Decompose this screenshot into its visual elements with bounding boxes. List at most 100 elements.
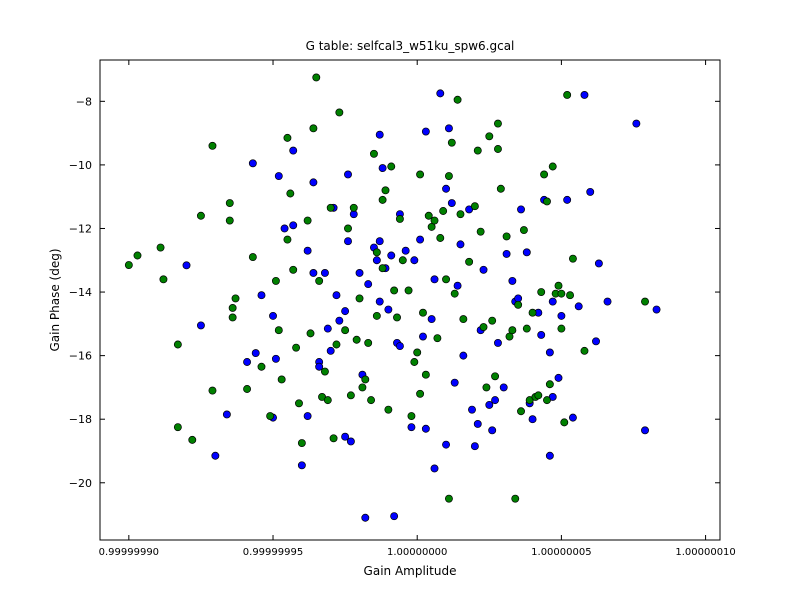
data-point bbox=[315, 276, 324, 285]
data-point bbox=[297, 439, 306, 447]
data-point bbox=[442, 440, 450, 449]
data-point bbox=[580, 91, 589, 99]
plot-frame bbox=[99, 59, 721, 541]
data-point bbox=[482, 383, 491, 392]
data-point bbox=[540, 170, 549, 179]
data-point bbox=[225, 216, 234, 225]
y-tick-label: −16 bbox=[69, 350, 92, 363]
data-point bbox=[410, 358, 419, 366]
data-point bbox=[344, 170, 352, 179]
y-axis-label: Gain Phase (deg) bbox=[48, 248, 62, 351]
data-point bbox=[496, 184, 505, 193]
data-point bbox=[346, 391, 355, 400]
data-point bbox=[456, 210, 465, 219]
data-point bbox=[522, 248, 531, 257]
y-tick-label: −10 bbox=[69, 159, 92, 172]
data-point bbox=[450, 289, 459, 298]
data-point bbox=[274, 172, 283, 180]
data-point bbox=[545, 451, 554, 460]
data-point bbox=[289, 265, 298, 274]
data-point bbox=[303, 246, 312, 255]
data-point bbox=[522, 324, 531, 333]
data-point bbox=[355, 294, 364, 303]
data-point bbox=[537, 288, 546, 296]
data-point bbox=[519, 226, 528, 235]
data-point bbox=[508, 276, 517, 285]
data-point bbox=[410, 256, 419, 265]
data-point bbox=[545, 380, 554, 389]
data-point bbox=[557, 311, 566, 320]
data-point bbox=[349, 203, 358, 212]
data-point bbox=[424, 211, 433, 220]
data-point bbox=[459, 351, 468, 360]
data-point bbox=[395, 342, 404, 351]
data-point bbox=[257, 291, 266, 300]
data-point bbox=[323, 396, 332, 405]
data-point bbox=[436, 89, 445, 98]
data-point bbox=[502, 232, 511, 241]
data-point bbox=[468, 405, 476, 414]
data-point bbox=[517, 205, 525, 214]
data-point bbox=[537, 331, 546, 339]
data-point bbox=[173, 423, 182, 432]
data-point bbox=[326, 346, 335, 355]
data-point bbox=[332, 291, 341, 300]
data-point bbox=[361, 375, 370, 384]
data-point bbox=[568, 254, 577, 263]
data-point bbox=[378, 264, 387, 273]
data-point bbox=[286, 189, 295, 198]
data-point bbox=[358, 383, 367, 392]
data-point bbox=[499, 383, 508, 392]
x-tick-label: 0.99999995 bbox=[243, 547, 303, 558]
data-point bbox=[352, 335, 361, 344]
data-point bbox=[370, 149, 378, 158]
data-point bbox=[502, 249, 511, 258]
x-tick-label: 0.99999990 bbox=[99, 547, 159, 558]
data-point bbox=[289, 146, 298, 155]
data-point bbox=[470, 202, 479, 211]
data-point bbox=[271, 276, 280, 285]
data-point bbox=[491, 396, 500, 405]
y-tick-label: −18 bbox=[69, 413, 92, 426]
data-point bbox=[465, 257, 474, 266]
x-tick-label: 1.00000010 bbox=[675, 547, 735, 558]
data-point bbox=[283, 235, 292, 244]
data-point bbox=[427, 315, 436, 324]
x-tick-label: 1.00000005 bbox=[531, 547, 591, 558]
data-point bbox=[387, 162, 396, 171]
data-point bbox=[390, 286, 399, 295]
data-point bbox=[332, 340, 341, 349]
data-point bbox=[390, 512, 399, 521]
data-point bbox=[346, 437, 355, 446]
data-point bbox=[430, 464, 439, 473]
data-point bbox=[494, 338, 502, 347]
data-point bbox=[407, 412, 416, 420]
data-point bbox=[344, 224, 352, 233]
data-point bbox=[243, 358, 252, 366]
data-point bbox=[543, 197, 551, 206]
data-point bbox=[430, 216, 439, 225]
data-point bbox=[375, 130, 384, 139]
data-point bbox=[173, 340, 182, 349]
data-point bbox=[407, 423, 416, 432]
data-point bbox=[159, 275, 168, 284]
y-tick-label: −20 bbox=[69, 477, 92, 490]
data-point bbox=[592, 337, 600, 346]
data-point bbox=[652, 305, 661, 314]
data-point bbox=[364, 338, 373, 347]
data-point bbox=[257, 362, 266, 371]
data-point bbox=[488, 426, 497, 435]
data-point bbox=[439, 207, 448, 215]
data-point bbox=[427, 222, 436, 231]
data-point bbox=[548, 297, 557, 306]
data-point bbox=[563, 91, 572, 99]
data-point bbox=[306, 329, 315, 338]
data-point bbox=[494, 145, 502, 153]
data-point bbox=[488, 316, 497, 325]
data-point bbox=[470, 442, 479, 451]
data-point bbox=[421, 424, 430, 433]
data-point bbox=[557, 324, 566, 333]
data-point bbox=[341, 326, 350, 335]
data-point bbox=[395, 214, 404, 223]
